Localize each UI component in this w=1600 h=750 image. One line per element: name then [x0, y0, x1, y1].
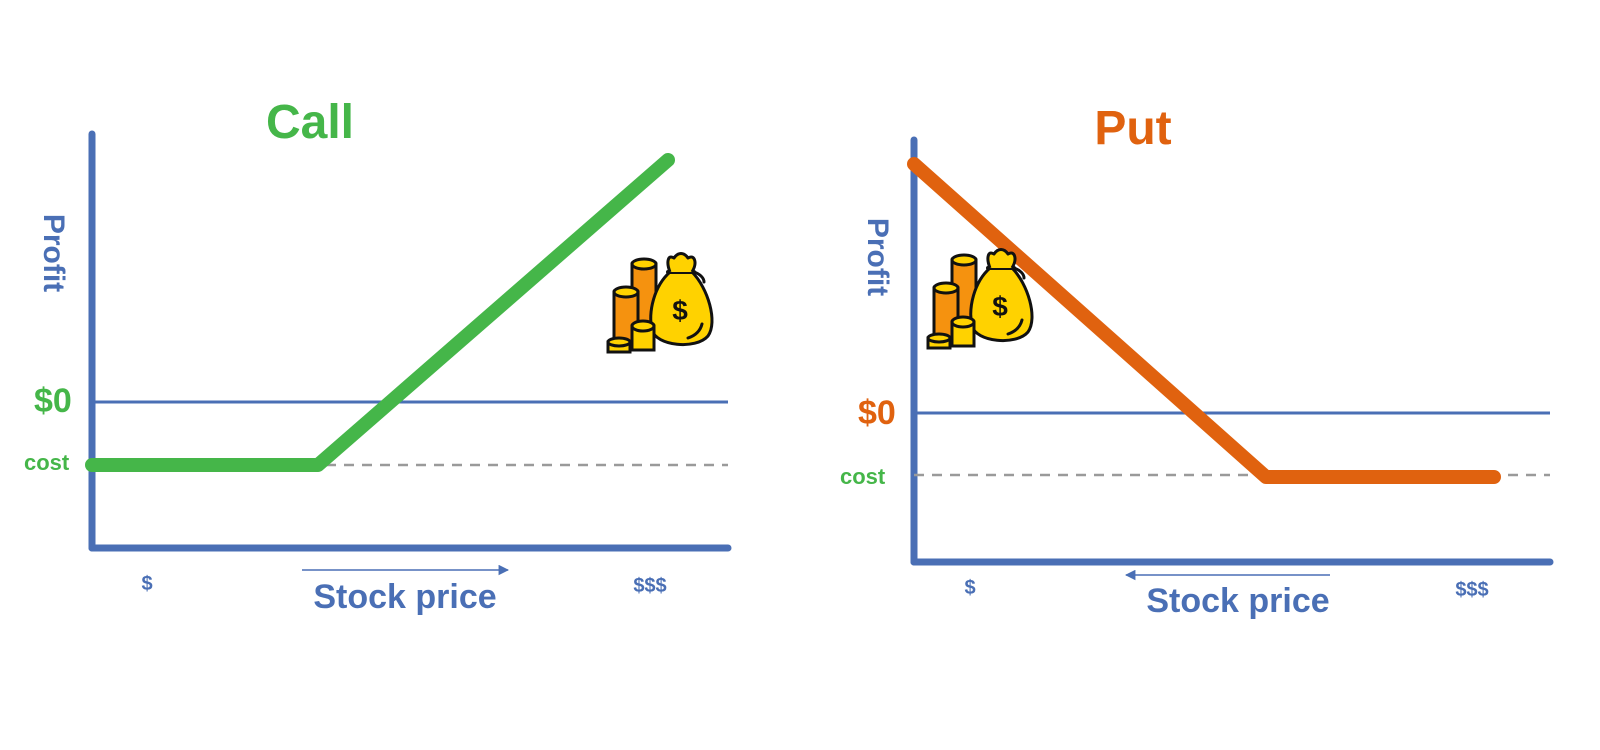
call-y-axis-label: Profit — [37, 214, 70, 292]
call-panel: Call Profit $0 cost Stock price $ $$$ — [24, 96, 732, 616]
call-payoff-line — [85, 153, 675, 472]
put-cost-label: cost — [840, 464, 886, 489]
put-x-tick-high: $$$ — [1455, 579, 1488, 601]
call-x-axis-label: Stock price — [313, 578, 496, 616]
put-y-axis-label: Profit — [861, 218, 894, 296]
call-x-tick-high: $$$ — [633, 575, 666, 597]
call-zero-label: $0 — [34, 382, 72, 420]
put-payoff-line — [907, 157, 1501, 484]
put-x-axis-label: Stock price — [1146, 582, 1329, 620]
call-title: Call — [266, 96, 354, 149]
call-x-tick-low: $ — [141, 573, 152, 595]
put-x-tick-low: $ — [964, 577, 975, 599]
money-bag-coins-icon — [606, 251, 715, 354]
call-cost-label: cost — [24, 450, 70, 475]
put-title: Put — [1094, 102, 1171, 155]
put-zero-label: $0 — [858, 394, 896, 432]
put-panel: Put Profit $0 cost Stock price $ $$$ — [840, 102, 1554, 620]
